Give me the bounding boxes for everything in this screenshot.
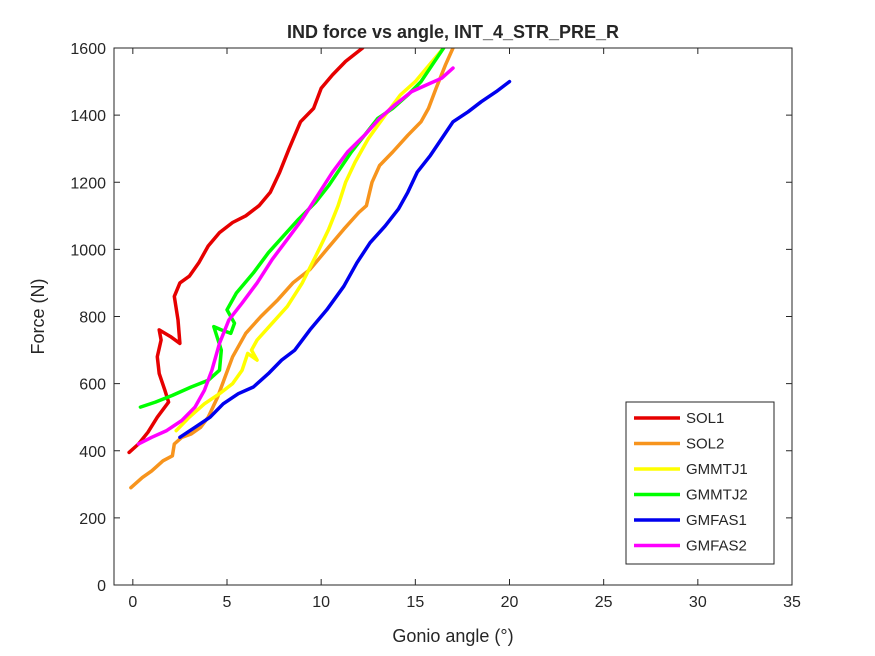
y-tick-label: 1000 [70,242,106,259]
series-layer [127,48,512,490]
x-tick-label: 0 [128,594,137,611]
series-line-gmfas1 [178,79,512,440]
x-tick-label: 30 [689,594,707,611]
plot-frame [113,47,793,586]
x-tick-label: 25 [595,594,613,611]
y-axis-label: Force (N) [28,279,48,355]
legend-label-gmmtj1: GMMTJ1 [686,461,748,478]
y-tick-label: 1200 [70,175,106,192]
legend-label-gmfas2: GMFAS2 [686,538,747,555]
legend-label-sol2: SOL2 [686,436,724,453]
legend: SOL1 SOL2 GMMTJ1 GMMTJ2 GMFAS1 GMFAS2 [625,401,775,565]
y-tick-label: 400 [79,444,106,461]
x-tick-label: 35 [783,594,801,611]
y-tick-label: 600 [79,377,106,394]
y-tick-label: 200 [79,511,106,528]
y-tick-label: 800 [79,310,106,327]
chart-title: IND force vs angle, INT_4_STR_PRE_R [287,22,619,42]
x-tick-label: 20 [501,594,519,611]
legend-label-gmmtj2: GMMTJ2 [686,487,748,504]
series-line-gmfas2 [136,66,455,446]
series-line-sol2 [129,48,455,490]
y-tick-label: 1400 [70,108,106,125]
x-tick-label: 5 [223,594,232,611]
y-tick-label: 0 [97,578,106,595]
x-axis-label: Gonio angle (°) [392,626,513,646]
series-line-sol1 [127,48,365,455]
y-tick-label: 1600 [70,41,106,58]
legend-box [625,401,775,565]
x-tick-label: 15 [406,594,424,611]
series-line-gmmtj1 [174,48,446,433]
legend-label-sol1: SOL1 [686,410,724,427]
x-tick-label: 10 [312,594,330,611]
ticks-layer: 0 5 10 15 20 25 30 35 0 200 400 600 800 1000 1200 1400 1… [70,41,801,611]
legend-label-gmfas1: GMFAS1 [686,512,747,529]
